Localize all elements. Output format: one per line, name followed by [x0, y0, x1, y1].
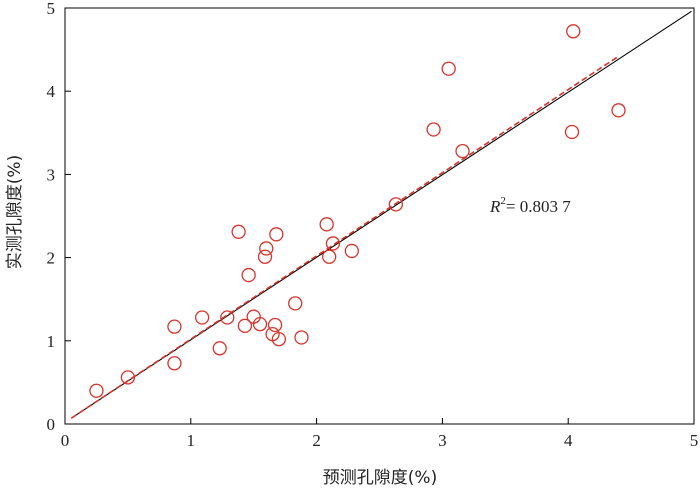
- x-tick-label-2: 2: [312, 431, 321, 450]
- data-point-10: [241, 267, 256, 283]
- data-point-26: [426, 122, 441, 137]
- data-point-4: [167, 319, 182, 334]
- data-point-24: [344, 243, 359, 259]
- data-point-20: [294, 330, 309, 345]
- data-point-14: [259, 241, 274, 256]
- data-point-12: [252, 317, 268, 332]
- x-tick-label-4: 4: [564, 431, 573, 450]
- y-tick-label-1: 1: [47, 332, 56, 351]
- x-tick-label-5: 5: [690, 431, 699, 450]
- data-point-13: [257, 249, 273, 264]
- y-tick-label-2: 2: [47, 249, 56, 268]
- data-point-9: [237, 318, 253, 333]
- reference-line: [70, 10, 692, 419]
- data-point-23: [325, 236, 341, 251]
- x-tick-label-3: 3: [438, 431, 447, 450]
- y-tick-label-3: 3: [47, 165, 56, 184]
- data-point-17: [269, 227, 284, 242]
- data-point-1: [89, 383, 104, 398]
- data-point-21: [319, 217, 334, 232]
- r-superscript: 2: [500, 195, 506, 207]
- data-point-6: [212, 341, 227, 356]
- data-point-27: [441, 61, 456, 76]
- data-point-8: [231, 224, 246, 239]
- data-point-19: [288, 296, 303, 311]
- data-point-5: [194, 310, 210, 325]
- data-point-31: [611, 103, 626, 118]
- data-point-2: [120, 370, 136, 385]
- y-axis-label: 实测孔隙度(%): [5, 155, 25, 269]
- y-tick-label-5: 5: [47, 0, 56, 18]
- data-point-22: [322, 249, 337, 264]
- x-tick-label-0: 0: [61, 431, 70, 450]
- y-tick-label-0: 0: [47, 415, 56, 434]
- data-point-16: [267, 317, 283, 333]
- r-squared-annotation: R2= 0.803 7: [489, 195, 571, 216]
- y-tick-label-4: 4: [47, 82, 56, 101]
- x-tick-label-1: 1: [187, 431, 196, 450]
- r-symbol: R: [489, 197, 501, 216]
- axes: 0 1 2 3 4 5 0 1 2 3 4 5: [47, 0, 699, 450]
- data-point-7: [220, 310, 235, 325]
- data-point-30: [566, 24, 581, 39]
- data-point-3: [167, 356, 182, 371]
- plot-frame: [64, 7, 695, 425]
- x-axis-label: 预测孔隙度(%): [323, 468, 437, 488]
- data-point-25: [388, 197, 404, 212]
- r-squared-value: = 0.803 7: [506, 197, 571, 216]
- data-point-29: [564, 124, 580, 140]
- plot-area: [70, 10, 692, 419]
- data-point-18: [271, 331, 287, 347]
- data-point-28: [455, 143, 470, 159]
- fit-line: [70, 55, 619, 419]
